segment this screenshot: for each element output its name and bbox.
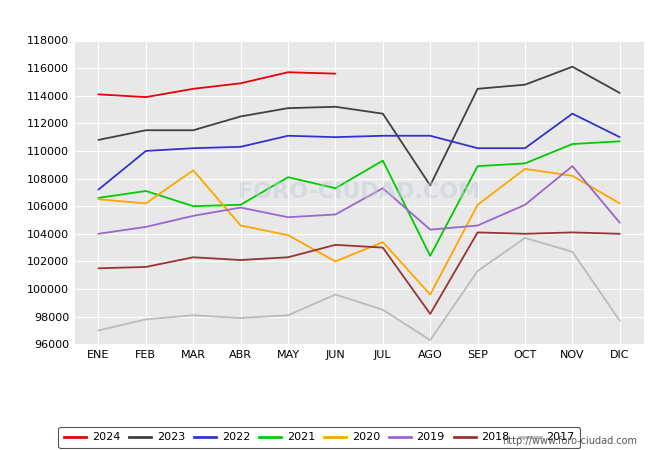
Text: http://www.foro-ciudad.com: http://www.foro-ciudad.com [502, 436, 637, 446]
Text: FORO-CIUDAD.COM: FORO-CIUDAD.COM [238, 182, 480, 202]
Text: Afiliados en Pamplona/Iruña a 31/5/2024: Afiliados en Pamplona/Iruña a 31/5/2024 [135, 10, 515, 28]
Legend: 2024, 2023, 2022, 2021, 2020, 2019, 2018, 2017: 2024, 2023, 2022, 2021, 2020, 2019, 2018… [58, 427, 580, 448]
